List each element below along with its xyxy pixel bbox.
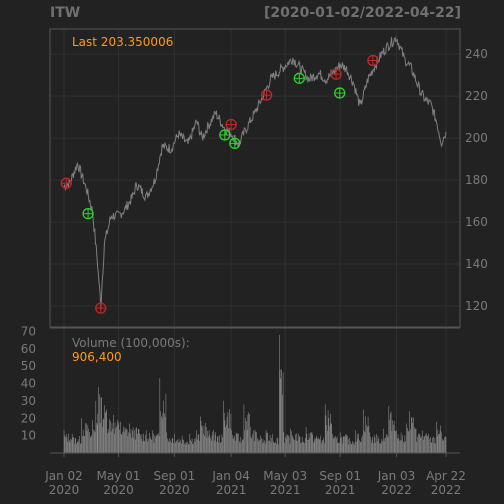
- buy-marker: [334, 87, 346, 99]
- sell-marker: [225, 118, 237, 131]
- volume-tick-label: 20: [21, 411, 36, 425]
- x-tick-label: Sep 01: [319, 469, 361, 483]
- volume-tick-label: 10: [21, 429, 36, 443]
- buy-marker: [219, 129, 231, 141]
- last-price-label: Last 203.350006: [72, 35, 174, 49]
- x-tick-label: 2021: [270, 483, 301, 497]
- volume-bars: [63, 334, 447, 453]
- x-tick-label: 2022: [431, 483, 462, 497]
- price-grid: [50, 29, 460, 453]
- date-range-title: [2020-01-02/2022-04-22]: [263, 5, 461, 21]
- volume-tick-label: 40: [21, 377, 36, 391]
- x-tick-label: May 01: [97, 469, 141, 483]
- volume-tick-label: 60: [21, 342, 36, 356]
- price-tick-label: 120: [465, 299, 488, 313]
- price-series: [63, 36, 447, 310]
- axes: 120 140 160 180 200 220 240 10 20 30 40 50 60 70 Jan 0…: [21, 47, 488, 497]
- x-tick-label: Apr 22: [426, 469, 466, 483]
- volume-tick-label: 50: [21, 359, 36, 373]
- price-tick-label: 140: [465, 257, 488, 271]
- volume-title: Volume (100,000s):: [72, 336, 190, 350]
- x-tick-label: Sep 01: [154, 469, 196, 483]
- volume-last-value: 906,400: [72, 350, 122, 364]
- sell-marker: [260, 89, 273, 101]
- buy-marker: [82, 208, 94, 220]
- price-tick-label: 240: [465, 47, 488, 61]
- x-tick-label: Jan 02: [44, 469, 83, 483]
- volume-tick-label: 30: [21, 394, 36, 408]
- price-tick-label: 220: [465, 89, 488, 103]
- price-tick-label: 200: [465, 131, 488, 145]
- x-tick-label: 2020: [103, 483, 134, 497]
- x-tick-label: 2020: [49, 483, 80, 497]
- trade-markers: [60, 54, 379, 314]
- price-tick-label: 180: [465, 173, 488, 187]
- x-tick-label: May 03: [263, 469, 307, 483]
- sell-marker: [60, 177, 72, 189]
- sell-marker: [367, 54, 379, 67]
- x-tick-label: 2022: [381, 483, 412, 497]
- x-tick-label: 2021: [325, 483, 356, 497]
- sell-marker: [95, 302, 107, 314]
- price-panel-border: [49, 28, 461, 328]
- price-line: [63, 36, 447, 310]
- x-tick-label: 2021: [216, 483, 247, 497]
- x-tick-label: Jan 03: [377, 469, 416, 483]
- price-tick-label: 160: [465, 215, 488, 229]
- x-tick-label: Jan 04: [211, 469, 250, 483]
- sell-marker: [330, 68, 342, 80]
- x-tick-label: 2020: [159, 483, 190, 497]
- symbol-title: ITW: [50, 5, 81, 21]
- buy-marker: [293, 72, 305, 84]
- buy-marker: [229, 137, 241, 150]
- volume-tick-label: 70: [21, 324, 36, 338]
